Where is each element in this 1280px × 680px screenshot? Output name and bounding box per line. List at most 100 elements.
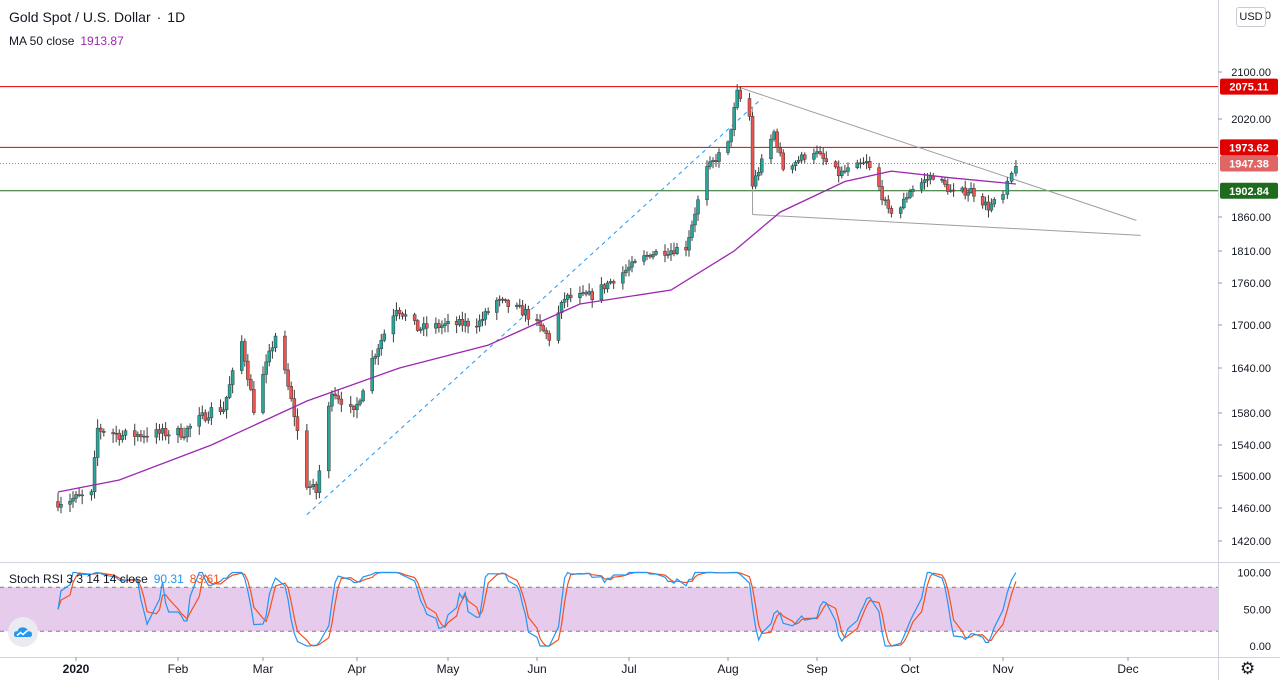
trendline <box>752 214 1141 236</box>
candle-up <box>669 250 673 255</box>
candle-up <box>308 486 312 488</box>
candle-up <box>361 390 365 402</box>
candle-up <box>645 254 649 257</box>
y-tick-label: 1860.00 <box>1231 212 1271 224</box>
candle-down <box>415 320 420 331</box>
candle-up <box>705 166 709 200</box>
candle-up <box>317 470 322 493</box>
level-tag-label: 1902.84 <box>1229 186 1270 198</box>
candle-down <box>295 416 300 431</box>
candle-down <box>500 298 505 301</box>
candle-up <box>80 494 84 497</box>
candle-down <box>602 284 607 290</box>
candle-down <box>951 189 956 192</box>
candle-down <box>738 89 743 99</box>
level-tag-label: 2075.11 <box>1229 82 1268 94</box>
candle-down <box>986 201 991 211</box>
candle-up <box>200 412 205 416</box>
candle-down <box>102 430 106 433</box>
candle-down <box>584 292 588 295</box>
candle-up <box>267 350 272 363</box>
candle-down <box>590 291 594 300</box>
x-tick-label: Mar <box>253 662 274 676</box>
candle-up <box>221 409 226 412</box>
candle-up <box>136 434 140 437</box>
candle-down <box>400 313 405 317</box>
stoch-rsi-k-line <box>57 571 1017 647</box>
candle-up <box>95 427 100 458</box>
candle-up <box>206 417 211 421</box>
candle-up <box>578 293 582 299</box>
candle-up <box>989 203 994 211</box>
currency-button[interactable]: USD <box>1236 7 1266 27</box>
candle-up <box>562 299 567 303</box>
candle-up <box>960 187 965 192</box>
candle-up <box>621 272 625 284</box>
candle-down <box>145 435 149 438</box>
candle-down <box>821 153 825 159</box>
candle-down <box>836 166 841 177</box>
candle-up <box>1001 194 1005 200</box>
stoch-rsi-tick-label: 0.00 <box>1250 641 1271 653</box>
candle-down <box>246 360 250 380</box>
candle-up <box>230 370 235 385</box>
candle-down <box>314 484 319 493</box>
candle-down <box>252 389 256 413</box>
candle-down <box>466 320 470 327</box>
gear-icon[interactable]: ⚙ <box>1240 659 1256 678</box>
candle-up <box>355 403 359 410</box>
candle-up <box>687 237 691 251</box>
candle-up <box>717 152 721 162</box>
candle-up <box>376 348 380 357</box>
ma-50-line <box>57 170 1016 493</box>
candle-up <box>861 162 866 164</box>
candle-down <box>568 294 573 299</box>
candle-down <box>412 314 417 321</box>
candle-up <box>969 188 973 193</box>
candle-down <box>963 187 967 196</box>
candle-down <box>818 151 822 154</box>
y-tick-label: 1500.00 <box>1231 471 1271 483</box>
candle-up <box>440 325 444 328</box>
candle-up <box>556 312 561 341</box>
candle-up <box>846 167 850 172</box>
candle-down <box>714 160 718 162</box>
candle-down <box>132 430 137 437</box>
candle-down <box>336 395 340 400</box>
tradingview-cloud-icon[interactable] <box>8 617 38 647</box>
candle-up <box>630 261 634 268</box>
candle-down <box>833 161 838 168</box>
candle-down <box>547 333 552 341</box>
candle-down <box>980 195 985 206</box>
candle-down <box>972 188 976 197</box>
candle-up <box>89 491 94 496</box>
candle-up <box>142 435 146 438</box>
candle-up <box>394 309 399 317</box>
candle-down <box>179 428 183 438</box>
candle-down <box>747 98 752 117</box>
candle-up <box>443 323 447 327</box>
candle-up <box>523 309 528 316</box>
candle-down <box>648 254 652 258</box>
candle-down <box>111 432 115 435</box>
candle-up <box>114 432 118 435</box>
candle-up <box>480 319 485 322</box>
candle-up <box>1009 172 1014 182</box>
candle-up <box>434 323 438 329</box>
candle-up <box>840 170 844 177</box>
candle-up <box>696 199 700 215</box>
candle-up <box>627 266 631 271</box>
candle-up <box>756 171 761 177</box>
x-tick-label: 2020 <box>63 662 90 676</box>
candle-up <box>633 260 637 263</box>
candle-down <box>889 208 894 214</box>
x-tick-label: Feb <box>168 662 189 676</box>
y-tick-label: 1640.00 <box>1231 363 1271 375</box>
candle-up <box>188 425 192 429</box>
candle-down <box>858 162 863 165</box>
candle-up <box>495 300 499 313</box>
candle-down <box>886 199 891 209</box>
candle-up <box>966 192 970 196</box>
